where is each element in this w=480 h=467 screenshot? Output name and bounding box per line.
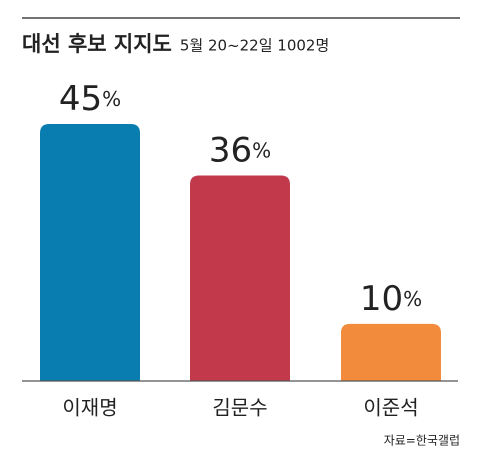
value-label: 45% (59, 79, 121, 119)
value-label: 10% (360, 278, 422, 318)
value-label: 36% (209, 130, 271, 170)
bar (40, 124, 140, 382)
x-tick-label: 이준석 (363, 396, 418, 420)
x-tick-label: 이재명 (62, 396, 117, 420)
x-tick-label: 김문수 (212, 396, 267, 420)
chart-subtitle: 5월 20~22일 1002명 (180, 37, 329, 55)
chart-title: 대선 후보 지지도 (22, 32, 172, 56)
bar (341, 323, 441, 381)
source-note: 자료=한국갤럽 (384, 434, 460, 448)
bar (190, 175, 290, 381)
